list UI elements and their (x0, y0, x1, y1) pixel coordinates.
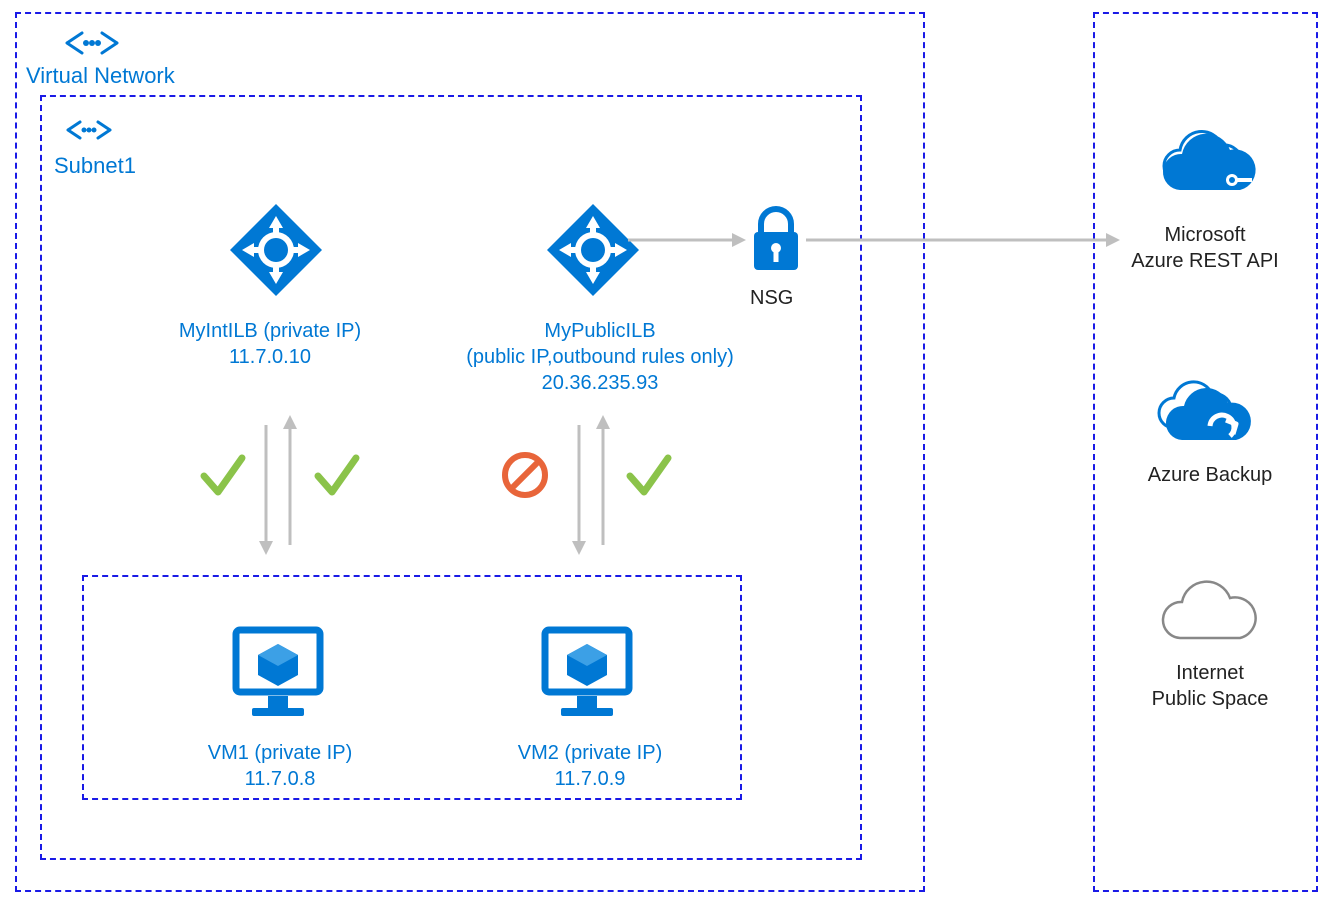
vm1-label: VM1 (private IP) 11.7.0.8 (170, 740, 390, 792)
vm-icon (228, 620, 328, 720)
intilb-label: MyIntILB (private IP) 11.7.0.10 (160, 318, 380, 370)
azure-backup-label: Azure Backup (1140, 462, 1280, 488)
pubilb-ip: 20.36.235.93 (542, 372, 659, 394)
bidirectional-arrows (248, 410, 308, 560)
check-icon (198, 450, 248, 500)
azure-api-label: Microsoft Azure REST API (1125, 222, 1285, 274)
pubilb-label: MyPublicILB (public IP,outbound rules on… (450, 318, 750, 396)
internet-label: Internet Public Space (1145, 660, 1275, 712)
pubilb-subtitle: (public IP,outbound rules only) (466, 346, 734, 368)
load-balancer-icon (226, 200, 326, 300)
vm-icon (537, 620, 637, 720)
vm2-name: VM2 (private IP) (518, 742, 662, 764)
pubilb-name: MyPublicILB (544, 320, 655, 342)
azure-line2: Azure REST API (1131, 250, 1278, 272)
arrow-connector (806, 230, 1120, 250)
subnet-icon (64, 118, 114, 143)
check-icon (624, 450, 674, 500)
nsg-label: NSG (750, 285, 793, 311)
subnet-label: Subnet1 (54, 152, 136, 181)
vm1-name: VM1 (private IP) (208, 742, 352, 764)
cloud-icon (1150, 130, 1260, 210)
cloud-outline-icon (1150, 576, 1260, 656)
vnet-label: Virtual Network (26, 62, 175, 91)
bidirectional-arrows (561, 410, 621, 560)
lock-icon (746, 206, 806, 276)
vnet-icon (62, 28, 122, 58)
load-balancer-icon (543, 200, 643, 300)
internet-line1: Internet (1176, 662, 1244, 684)
block-icon (500, 450, 550, 500)
vm2-label: VM2 (private IP) 11.7.0.9 (480, 740, 700, 792)
check-icon (312, 450, 362, 500)
vm1-ip: 11.7.0.8 (245, 768, 316, 790)
backup-icon (1148, 378, 1258, 458)
internet-line2: Public Space (1152, 688, 1269, 710)
intilb-name: MyIntILB (private IP) (179, 320, 361, 342)
arrow-connector (628, 230, 746, 250)
intilb-ip: 11.7.0.10 (229, 346, 311, 368)
vm2-ip: 11.7.0.9 (555, 768, 626, 790)
azure-line1: Microsoft (1164, 224, 1245, 246)
